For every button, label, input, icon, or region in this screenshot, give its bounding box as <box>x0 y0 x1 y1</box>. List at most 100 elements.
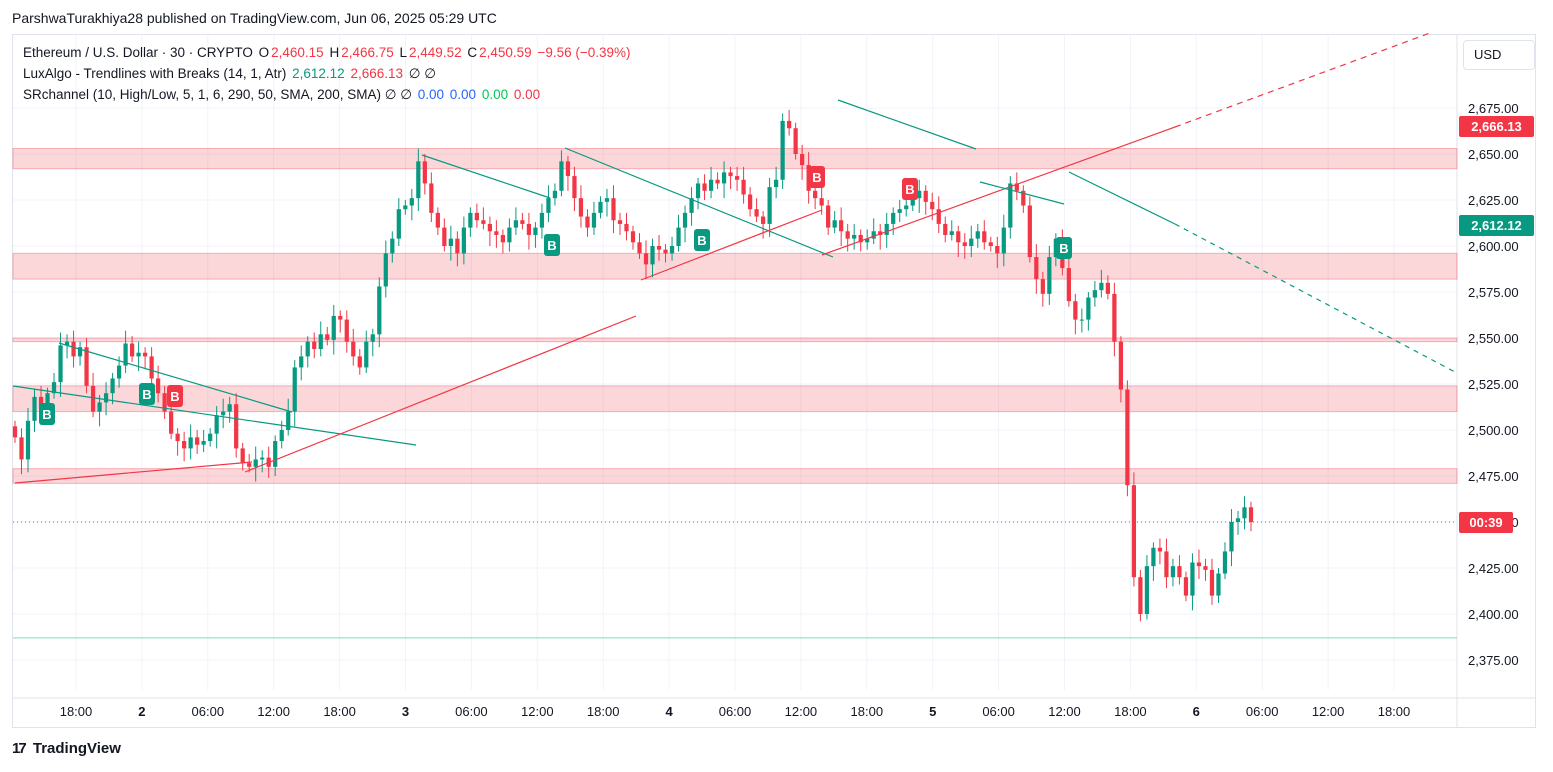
support-price-badge: 2,612.12 <box>1459 215 1534 236</box>
candle-body <box>656 246 662 250</box>
candle-body <box>292 367 297 412</box>
signal-label: B <box>905 182 914 197</box>
candle-body <box>806 165 811 191</box>
trendline <box>821 126 1176 256</box>
candle-body <box>253 459 258 467</box>
trendline <box>979 181 1065 205</box>
candle-body <box>1229 522 1234 552</box>
y-axis-tick-label: 2,400.00 <box>1468 607 1519 622</box>
luxalgo-value-2: 2,666.13 <box>350 66 404 81</box>
candle-body <box>429 183 434 213</box>
candle-body <box>1222 551 1228 574</box>
legend-srchannel: SRchannel (10, High/Low, 5, 1, 6, 290, 5… <box>23 87 542 103</box>
signal-marker-buy <box>39 403 55 425</box>
candle-body <box>1001 227 1006 254</box>
legend-high-value: 2,466.75 <box>341 45 394 60</box>
x-axis-tick-label: 18:00 <box>1114 704 1147 719</box>
legend-symbol[interactable]: Ethereum / U.S. Dollar · 30 · CRYPTO <box>23 45 253 60</box>
x-axis-tick-label: 18:00 <box>60 704 93 719</box>
candle-body <box>247 463 252 467</box>
candle-body <box>1183 577 1189 596</box>
candle-body <box>1034 257 1039 280</box>
candle-body <box>468 212 473 228</box>
legend-low-value: 2,449.52 <box>409 45 462 60</box>
candle-body <box>585 216 590 228</box>
candle-body <box>533 227 538 235</box>
candle-body <box>943 223 948 235</box>
candle-body <box>988 242 993 246</box>
candle-body <box>741 179 746 195</box>
candle-body <box>695 183 701 199</box>
signal-marker-sell <box>902 178 918 200</box>
trendline <box>1174 223 1456 373</box>
candle-body <box>1099 282 1104 291</box>
candle-body <box>71 341 76 357</box>
y-axis-tick-label: 2,425.00 <box>1468 561 1519 576</box>
candle-body <box>325 334 330 340</box>
candle-body <box>995 246 1000 254</box>
candle-body <box>787 120 792 129</box>
candle-body <box>123 343 128 366</box>
sr-zone <box>12 337 1458 343</box>
candle-body <box>19 437 24 460</box>
candle-body <box>390 238 395 254</box>
legend-open-value: 2,460.15 <box>271 45 324 60</box>
candle-body <box>1144 566 1150 614</box>
candle-body <box>578 198 584 217</box>
candle-body <box>1021 190 1026 206</box>
legend-low-label: L <box>399 45 408 60</box>
candle-body <box>1027 205 1032 258</box>
candle-body <box>721 172 727 184</box>
candle-body <box>734 176 740 180</box>
x-axis-tick-label: 12:00 <box>257 704 290 719</box>
legend-close-value: 2,450.59 <box>479 45 532 60</box>
candle-body <box>221 411 226 416</box>
candle-body <box>871 231 876 239</box>
indicator-name-srchannel[interactable]: SRchannel (10, High/Low, 5, 1, 6, 290, 5… <box>23 87 412 102</box>
candle-body <box>630 231 636 243</box>
candle-body <box>572 176 577 199</box>
candle-body <box>182 441 187 449</box>
x-axis-tick-label: 06:00 <box>719 704 752 719</box>
candle-body <box>45 393 50 408</box>
candle-body <box>1209 569 1215 596</box>
candle-body <box>728 172 733 177</box>
candle-body <box>1014 183 1019 191</box>
candle-body <box>1242 507 1247 519</box>
candle-body <box>1177 566 1182 578</box>
signal-marker-buy <box>544 234 560 256</box>
candle-body <box>188 437 193 449</box>
y-axis-tick-label: 2,575.00 <box>1468 285 1519 300</box>
candle-body <box>969 238 974 246</box>
publisher-header: ParshwaTurakhiya28 published on TradingV… <box>12 10 497 26</box>
candle-body <box>208 433 213 442</box>
candle-body <box>845 231 850 239</box>
candle-body <box>409 198 414 206</box>
candle-body <box>1105 282 1110 294</box>
candle-body <box>1196 562 1202 567</box>
x-axis-tick-label: 18:00 <box>323 704 356 719</box>
legend-change: −9.56 (−0.39%) <box>537 45 631 60</box>
candle-body <box>331 315 336 340</box>
currency-selector[interactable]: USD <box>1463 40 1535 70</box>
candle-body <box>149 356 154 379</box>
y-axis-tick-label: 2,600.00 <box>1468 239 1519 254</box>
tradingview-footer[interactable]: 17 TradingView <box>12 740 121 757</box>
signal-marker-sell <box>809 166 825 188</box>
candle-body <box>77 347 83 357</box>
srchannel-value-3: 0.00 <box>481 87 509 102</box>
candle-body <box>487 223 492 232</box>
indicator-name-luxalgo[interactable]: LuxAlgo - Trendlines with Breaks (14, 1,… <box>23 66 287 81</box>
candle-body <box>839 220 844 232</box>
candle-body <box>279 430 284 442</box>
candle-body <box>25 420 31 460</box>
candle-body <box>520 220 525 224</box>
signal-marker-buy <box>694 229 710 251</box>
candle-body <box>917 190 922 199</box>
candle-body <box>474 212 479 221</box>
resistance-price-badge: 2,666.13 <box>1459 116 1534 137</box>
candle-body <box>1190 562 1195 596</box>
candle-body <box>858 234 863 243</box>
candle-body <box>396 209 401 239</box>
